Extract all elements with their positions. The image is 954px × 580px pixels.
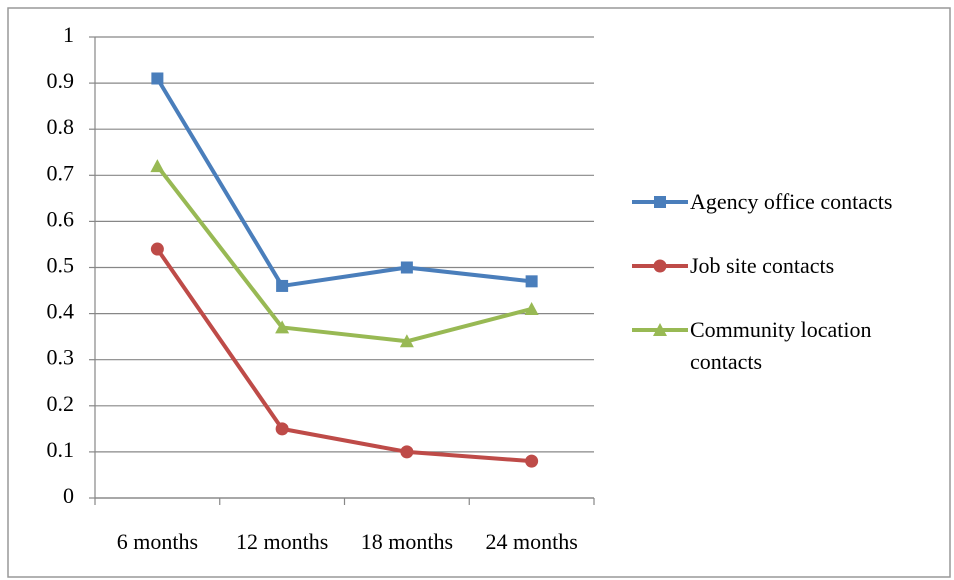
series-line xyxy=(155,247,532,464)
y-tick-label: 0.8 xyxy=(47,114,75,139)
legend-entry: Community location contacts xyxy=(630,314,950,378)
legend-swatch xyxy=(632,259,688,273)
legend: Agency office contacts Job site contacts C… xyxy=(630,186,950,410)
y-tick-label: 0.6 xyxy=(47,206,75,231)
y-tick-label: 0.5 xyxy=(47,253,75,278)
marker xyxy=(400,445,414,459)
marker xyxy=(275,320,290,334)
y-tick-label: 0.3 xyxy=(47,345,75,370)
x-tick-label: 18 months xyxy=(361,529,453,554)
y-tick-label: 0.2 xyxy=(47,391,75,416)
marker xyxy=(276,279,289,292)
chart-frame xyxy=(7,7,951,578)
marker xyxy=(653,259,667,273)
series-line xyxy=(155,77,532,288)
marker xyxy=(525,454,539,468)
marker xyxy=(525,275,538,288)
y-tick-label: 0.4 xyxy=(47,299,75,324)
y-tick-label: 0.7 xyxy=(47,160,75,185)
marker xyxy=(150,242,164,256)
y-tick-label: 0.9 xyxy=(47,68,75,93)
y-tick-label: 1 xyxy=(63,22,74,47)
marker xyxy=(275,422,289,436)
y-tick-label: 0.1 xyxy=(47,437,75,462)
marker xyxy=(399,334,414,348)
x-tick-label: 6 months xyxy=(117,529,198,554)
legend-swatch xyxy=(632,196,688,208)
marker xyxy=(150,159,165,173)
x-tick-label: 12 months xyxy=(236,529,328,554)
series-line xyxy=(155,164,533,344)
x-tick-label: 24 months xyxy=(485,529,577,554)
legend-label: Job site contacts xyxy=(690,253,835,278)
marker xyxy=(151,72,164,85)
marker xyxy=(653,323,667,336)
legend-swatch xyxy=(632,323,688,336)
marker xyxy=(400,261,413,274)
legend-entry: Job site contacts xyxy=(630,250,950,282)
legend-label: Agency office contacts xyxy=(690,189,893,214)
y-tick-label: 0 xyxy=(63,483,74,508)
marker xyxy=(524,301,539,315)
marker xyxy=(654,196,666,208)
legend-entry: Agency office contacts xyxy=(630,186,950,218)
legend-label: Community location contacts xyxy=(690,317,872,374)
